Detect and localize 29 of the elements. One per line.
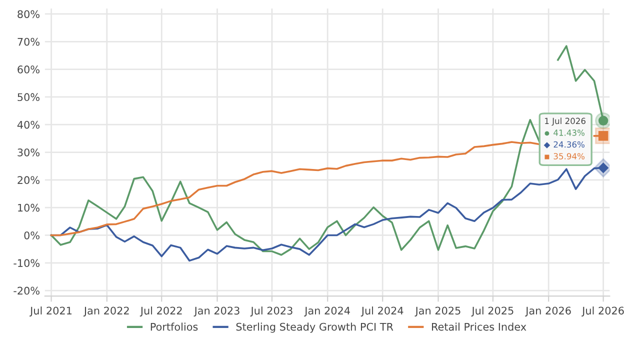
x-tick-label: Jan 2023 [194,306,240,317]
y-tick-label: 50% [18,93,40,102]
x-tick-label: Jul 2023 [250,306,292,317]
x-tick-label: Jul 2024 [360,306,404,317]
legend-label: Retail Prices Index [432,322,526,331]
x-tick-label: Jul 2025 [471,306,514,317]
x-tick-label: Jan 2022 [83,306,129,317]
y-tick-label: -10% [14,259,40,268]
y-tick-label: 20% [18,176,40,184]
y-tick-label: -20% [14,286,40,295]
legend-label: Sterling Steady Growth PCI TR [236,322,394,333]
legend-label: Portfolios [150,322,198,331]
annotation: 1 Jul 2026 [545,118,586,126]
x-tick-label: Jan 2025 [414,306,460,317]
x-tick-label: Jul 2022 [140,306,182,317]
annotation: 41.43% [554,130,584,136]
annotation: 35.94% [554,153,584,160]
x-tick-label: Jul 2021 [30,306,72,317]
x-tick-label: Jul 2026 [582,306,624,317]
x-tick-label: Jan 2026 [525,306,571,317]
y-tick-label: 60% [18,66,40,74]
y-tick-label: 30% [18,148,40,156]
y-tick-label: 40% [17,120,40,129]
y-tick-label: 10% [18,204,40,212]
y-tick-label: 0% [24,231,40,240]
y-tick-label: 80% [18,10,40,18]
y-tick-label: 70% [18,38,40,46]
annotation: 24.36% [554,141,584,148]
x-tick-label: Jan 2024 [304,306,350,317]
